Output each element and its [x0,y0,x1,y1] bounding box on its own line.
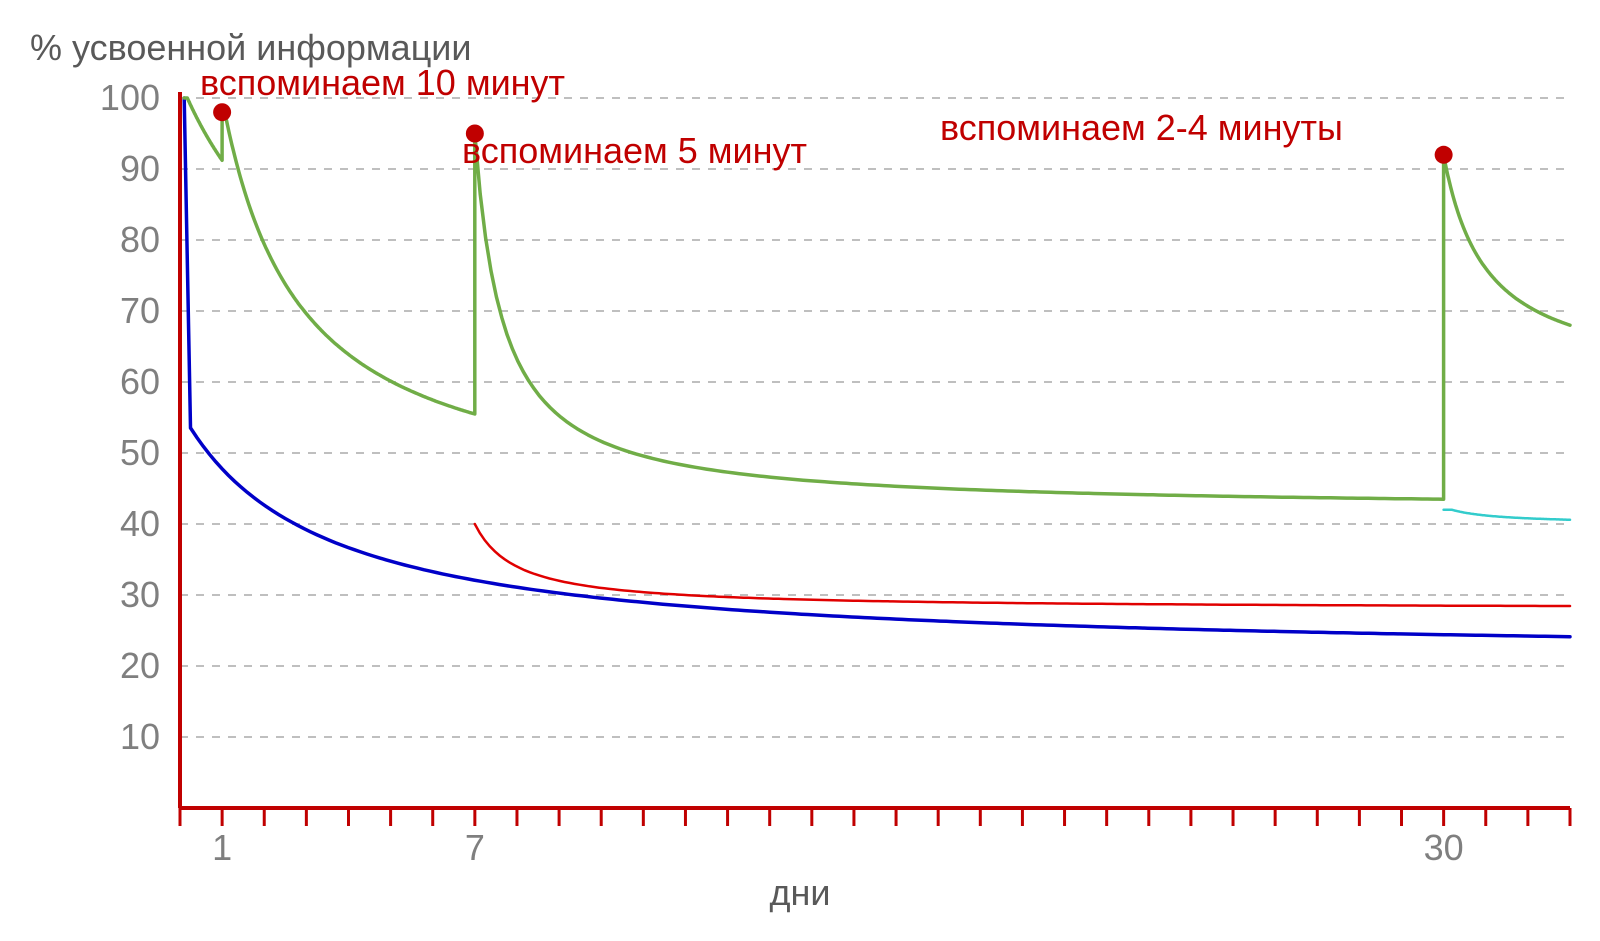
y-tick-label: 70 [120,290,160,331]
forgetting-curve-chart: 1020304050607080901001730% усвоенной инф… [0,0,1600,941]
y-tick-label: 100 [100,77,160,118]
annotation-label: вспоминаем 10 минут [200,62,565,103]
y-tick-label: 10 [120,716,160,757]
y-tick-label: 40 [120,503,160,544]
curve-green [184,98,1570,499]
annotation-label: вспоминаем 2-4 минуты [940,107,1343,148]
annotation-label: вспоминаем 5 минут [462,130,807,171]
y-tick-label: 30 [120,574,160,615]
grid [180,98,1570,737]
y-tick-label: 50 [120,432,160,473]
x-tick-label: 30 [1424,827,1464,868]
recall-marker [1435,146,1453,164]
y-tick-label: 20 [120,645,160,686]
x-ticks [180,808,1570,826]
y-tick-label: 60 [120,361,160,402]
x-axis-title: дни [770,872,831,913]
y-tick-label: 90 [120,148,160,189]
y-tick-label: 80 [120,219,160,260]
x-tick-label: 1 [212,827,232,868]
curve-cyan [1444,510,1570,520]
recall-marker [213,103,231,121]
curve-red [475,524,1570,606]
curve-blue [184,98,1570,637]
x-tick-label: 7 [465,827,485,868]
